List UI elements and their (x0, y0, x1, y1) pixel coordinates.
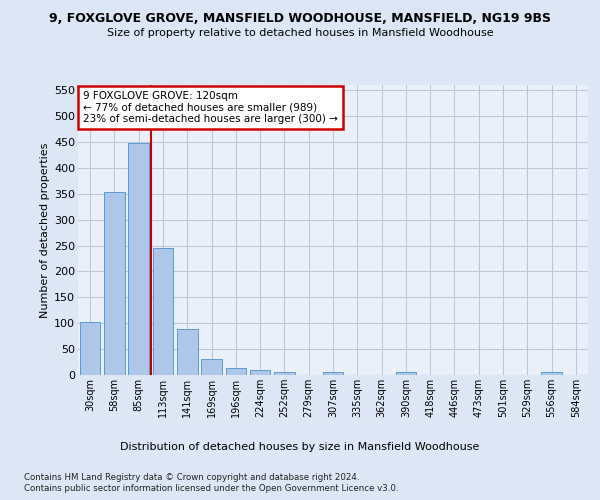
Text: 9, FOXGLOVE GROVE, MANSFIELD WOODHOUSE, MANSFIELD, NG19 9BS: 9, FOXGLOVE GROVE, MANSFIELD WOODHOUSE, … (49, 12, 551, 26)
Bar (226, 368, 246, 375)
Text: Contains HM Land Registry data © Crown copyright and database right 2024.: Contains HM Land Registry data © Crown c… (24, 472, 359, 482)
Bar (323, 372, 343, 375)
Bar (128, 143, 149, 375)
Bar (395, 372, 416, 375)
Text: Size of property relative to detached houses in Mansfield Woodhouse: Size of property relative to detached ho… (107, 28, 493, 38)
Bar (104, 192, 125, 375)
Bar (201, 360, 222, 375)
Text: Distribution of detached houses by size in Mansfield Woodhouse: Distribution of detached houses by size … (121, 442, 479, 452)
Bar (274, 372, 295, 375)
Bar (80, 322, 100, 375)
Bar (177, 330, 197, 375)
Y-axis label: Number of detached properties: Number of detached properties (40, 142, 50, 318)
Bar (541, 372, 562, 375)
Bar (152, 248, 173, 375)
Text: 9 FOXGLOVE GROVE: 120sqm
← 77% of detached houses are smaller (989)
23% of semi-: 9 FOXGLOVE GROVE: 120sqm ← 77% of detach… (83, 91, 338, 124)
Text: Contains public sector information licensed under the Open Government Licence v3: Contains public sector information licen… (24, 484, 398, 493)
Bar (250, 370, 271, 375)
